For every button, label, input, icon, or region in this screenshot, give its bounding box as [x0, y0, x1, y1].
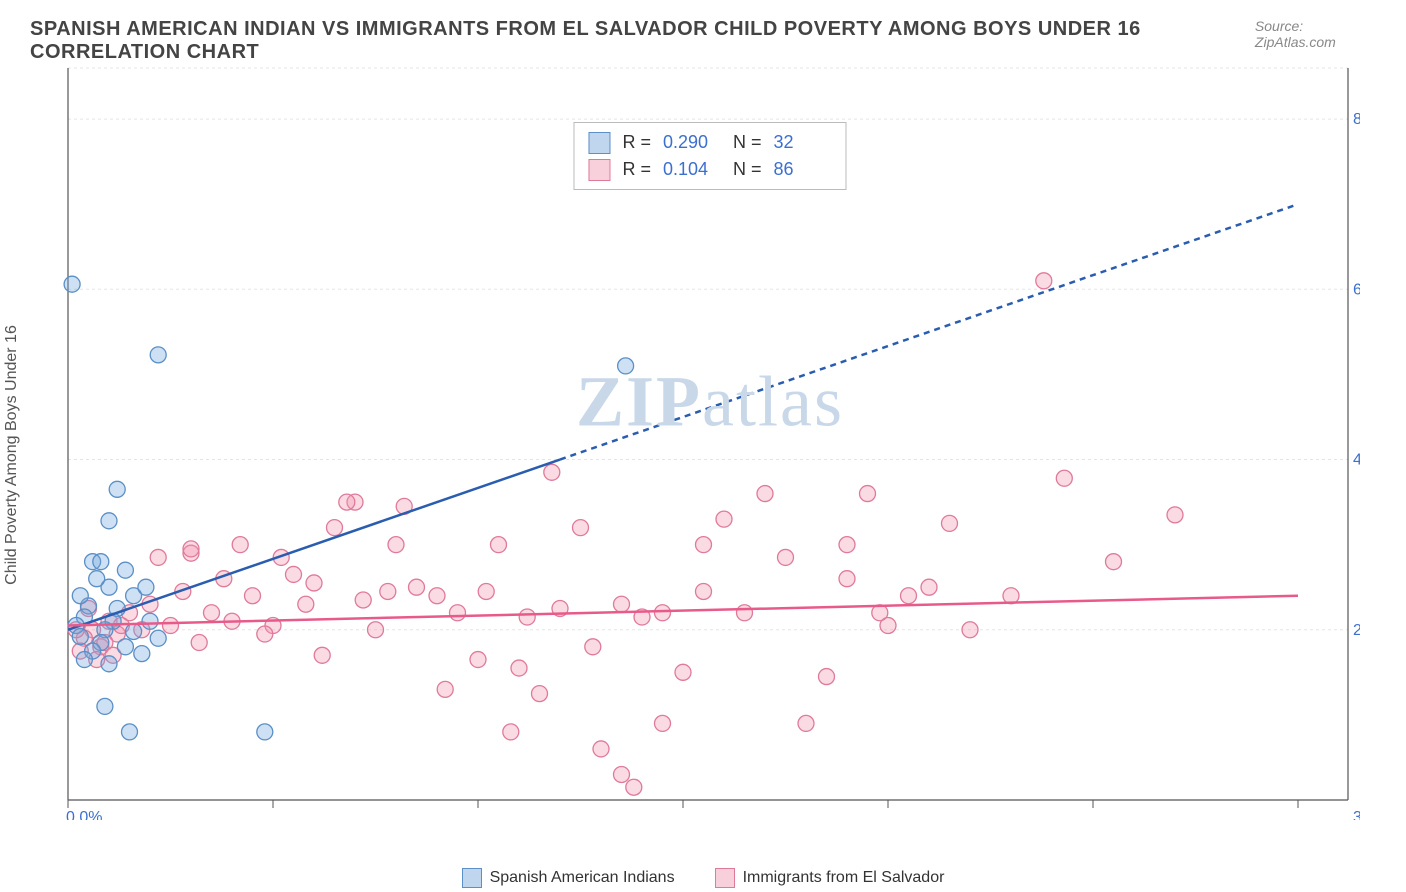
legend-item-blue: Spanish American Indians: [462, 868, 675, 888]
n-value-blue: 32: [774, 129, 832, 156]
svg-text:30.0%: 30.0%: [1353, 809, 1360, 820]
svg-text:0.0%: 0.0%: [66, 809, 102, 820]
svg-text:40.0%: 40.0%: [1353, 452, 1360, 469]
n-value-pink: 86: [774, 156, 832, 183]
y-axis-label: Child Poverty Among Boys Under 16: [3, 325, 21, 585]
stats-legend: R = 0.290 N = 32 R = 0.104 N = 86: [573, 122, 846, 190]
swatch-pink: [715, 868, 735, 888]
swatch-pink-small: [588, 159, 610, 181]
swatch-blue-small: [588, 132, 610, 154]
legend-bottom: Spanish American Indians Immigrants from…: [0, 868, 1406, 888]
svg-text:80.0%: 80.0%: [1353, 111, 1360, 128]
swatch-blue: [462, 868, 482, 888]
svg-text:20.0%: 20.0%: [1353, 622, 1360, 639]
legend-item-pink: Immigrants from El Salvador: [715, 868, 945, 888]
r-label: R =: [622, 129, 651, 156]
r-value-blue: 0.290: [663, 129, 721, 156]
source-label: Source: ZipAtlas.com: [1255, 18, 1376, 50]
legend-label-pink: Immigrants from El Salvador: [743, 869, 945, 887]
scatter-plot: 20.0%40.0%60.0%80.0%0.0%30.0% ZIPatlas R…: [60, 60, 1360, 820]
n-label: N =: [733, 156, 762, 183]
n-label: N =: [733, 129, 762, 156]
chart-title: SPANISH AMERICAN INDIAN VS IMMIGRANTS FR…: [30, 18, 1255, 64]
stats-row-pink: R = 0.104 N = 86: [588, 156, 831, 183]
legend-label-blue: Spanish American Indians: [490, 869, 675, 887]
svg-text:60.0%: 60.0%: [1353, 281, 1360, 298]
stats-row-blue: R = 0.290 N = 32: [588, 129, 831, 156]
r-label: R =: [622, 156, 651, 183]
r-value-pink: 0.104: [663, 156, 721, 183]
